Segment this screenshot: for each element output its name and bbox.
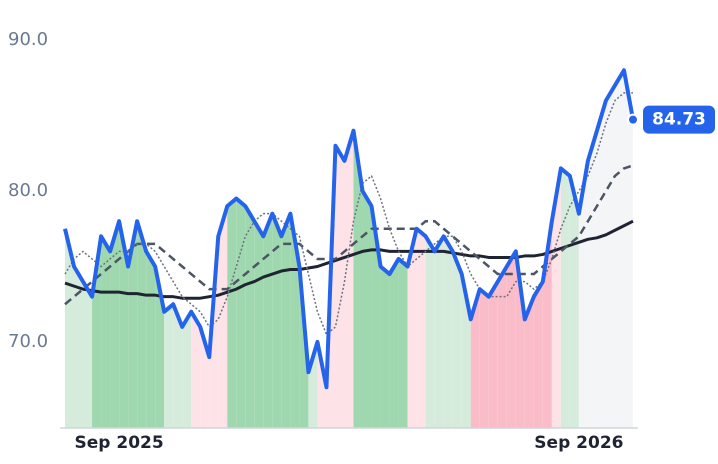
regime-band [146,251,156,428]
regime-band [218,206,228,428]
series-line [63,68,635,390]
regime-band [425,236,435,428]
regime-band [398,258,408,428]
regime-band [335,145,345,428]
regime-band [173,304,183,428]
regime-band [533,281,543,428]
regime-band [353,130,363,428]
regime-band [380,266,390,428]
regime-band [290,213,300,428]
regime-band [515,251,525,428]
regime-band [470,289,480,428]
regime-band [551,168,561,428]
regime-band [443,236,453,428]
regime-band [389,258,399,428]
regime-band [236,198,246,428]
last-value-label: 84.73 [652,110,706,130]
y-tick-label: 90.0 [8,29,48,50]
regime-band [506,251,516,428]
regime-band [281,213,291,428]
regime-band [191,311,201,428]
regime-band [245,206,255,428]
regime-band [614,70,624,429]
regime-band [263,213,273,428]
regime-band [560,168,570,428]
regime-band [119,221,129,428]
x-tick-label: Sep 2026 [534,433,623,453]
regime-band [407,228,417,428]
regime-band [137,221,147,428]
regime-band [623,70,633,429]
x-tick-label: Sep 2025 [75,433,164,453]
regime-band [83,281,93,428]
regime-band [488,281,498,428]
regime-band [101,236,111,428]
regime-band [272,213,282,428]
regime-band [110,221,120,428]
regime-band [74,266,84,428]
regime-band [434,236,444,428]
regime-band [182,311,192,428]
regime-band [605,85,615,428]
regime-band [587,130,597,428]
regime-band [497,266,507,428]
last-value-box [643,105,715,134]
y-tick-label: 80.0 [8,180,48,201]
regime-band [128,221,138,428]
regime-band [65,228,75,428]
y-tick-label: 70.0 [8,331,48,352]
regime-band [479,289,489,428]
series-line [64,164,634,306]
regime-band [227,198,237,428]
regime-band [578,160,588,428]
regime-band [344,130,354,428]
regime-band [596,100,606,428]
regime-band [452,251,462,428]
regime-band [362,191,372,428]
regime-band [254,221,264,428]
last-point [627,113,639,126]
regime-band [164,304,174,428]
regime-band [416,228,426,428]
regime-band [524,296,534,428]
regime-band [308,341,318,428]
